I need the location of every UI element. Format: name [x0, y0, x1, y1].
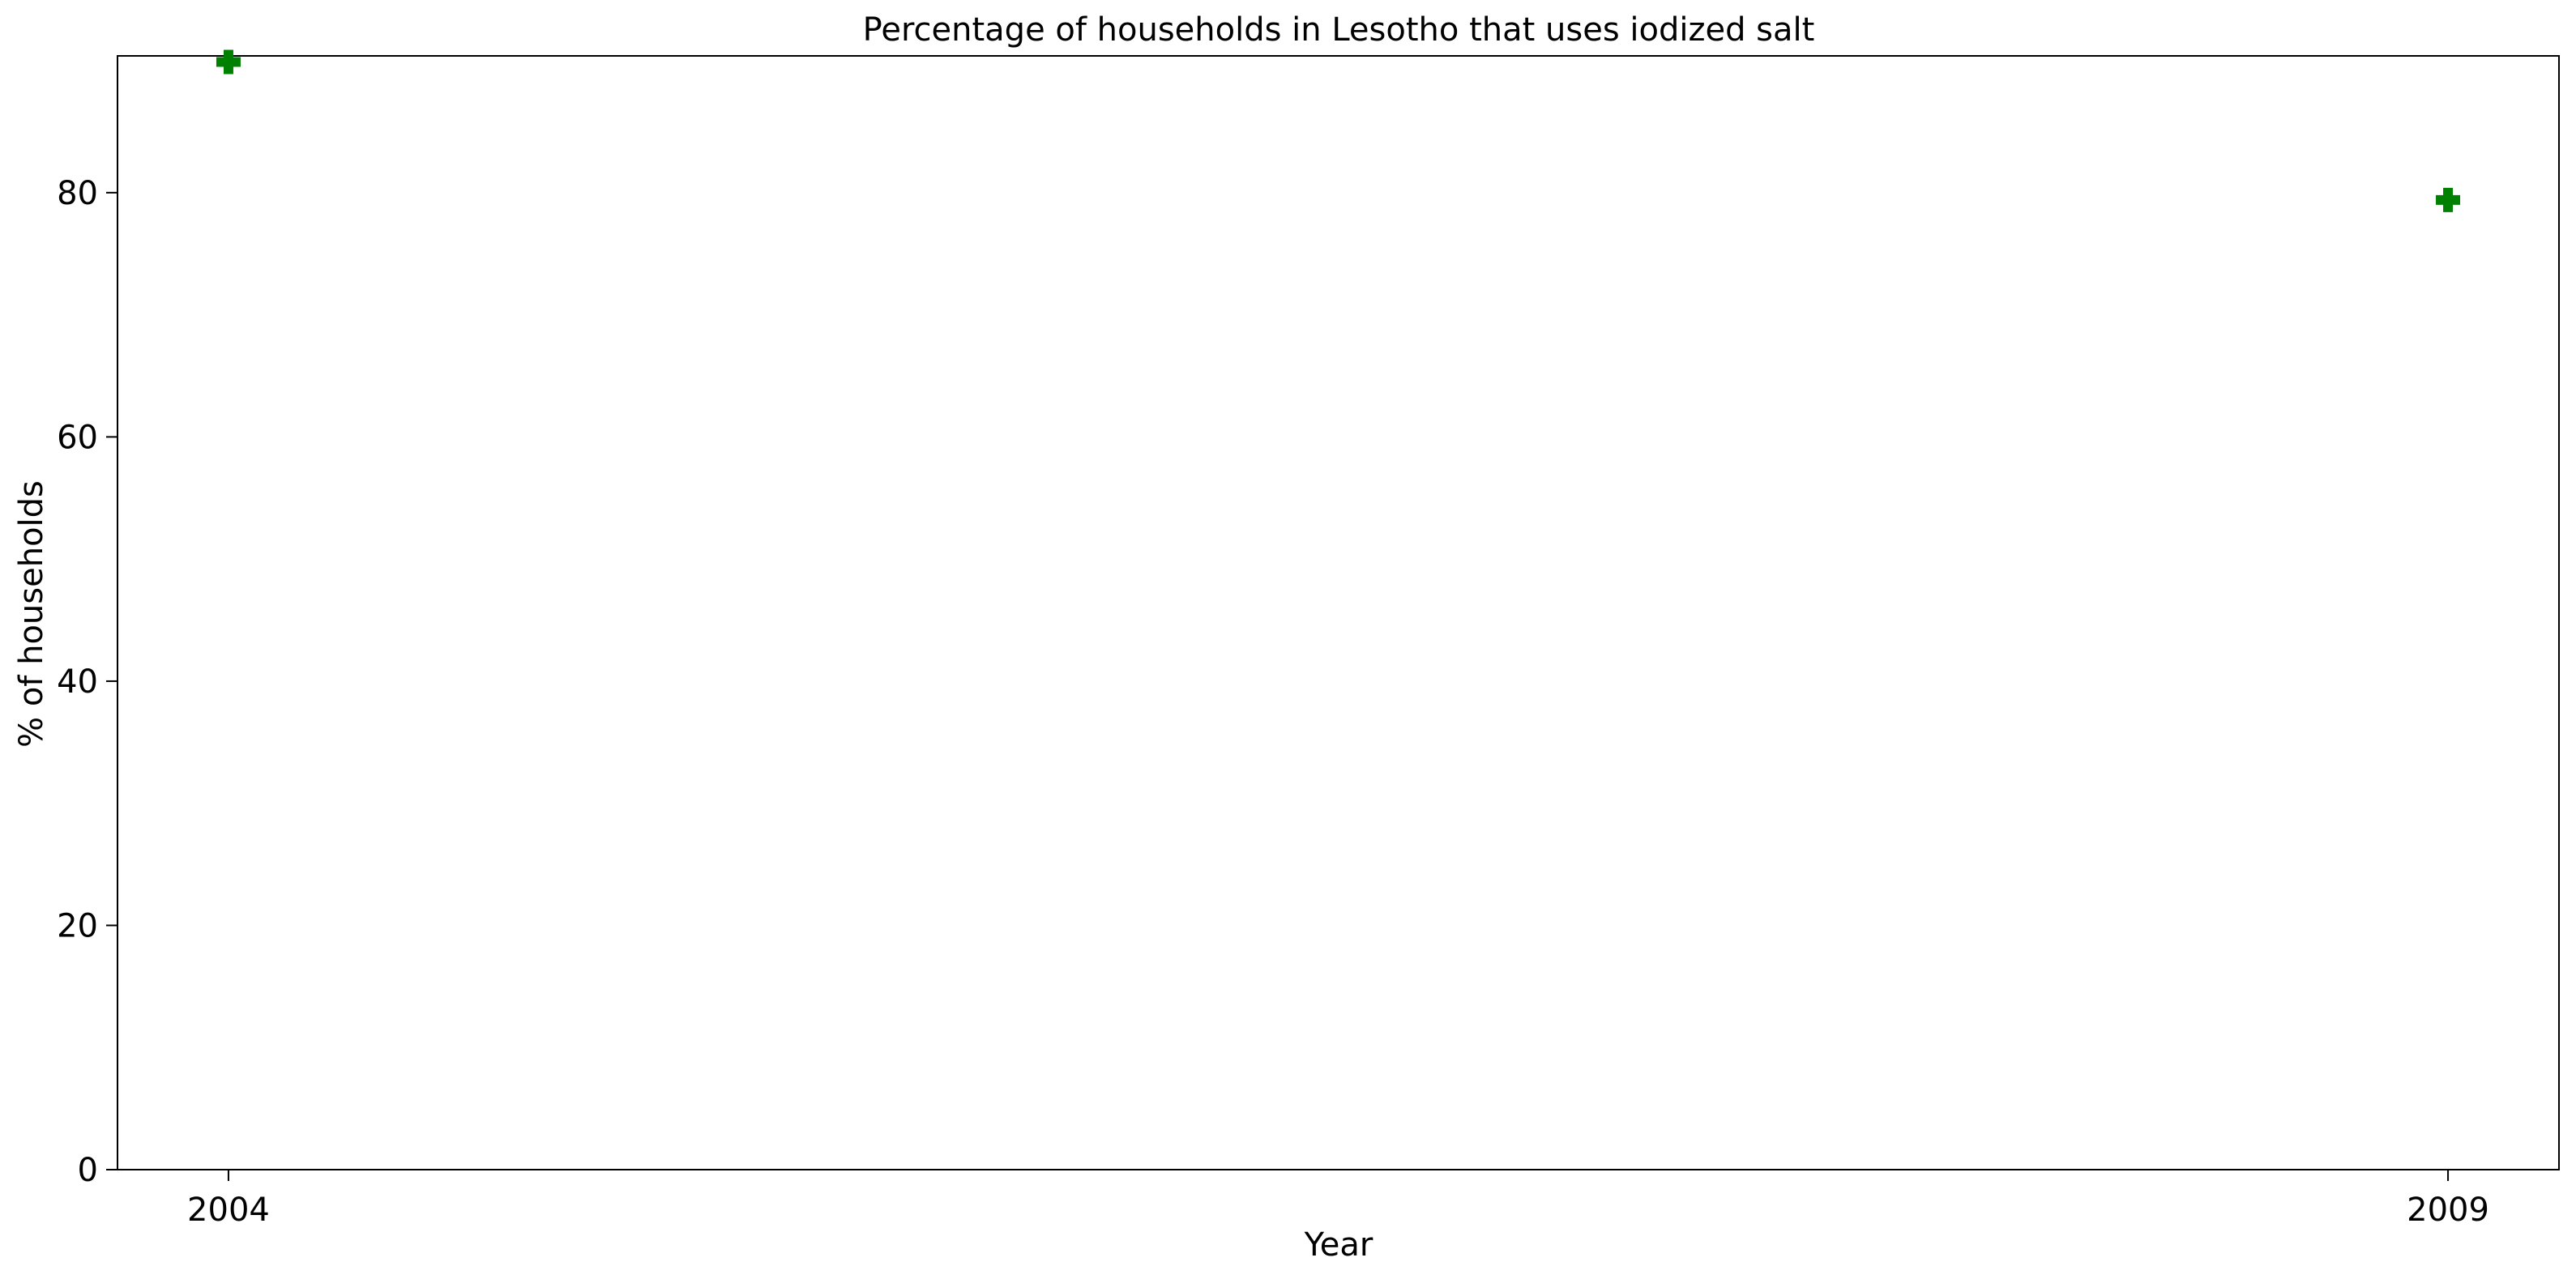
- y-axis-label: % of households: [13, 480, 50, 748]
- y-tick-label: 80: [57, 175, 98, 212]
- plot-area-frame: [117, 55, 2560, 1170]
- x-axis-label: Year: [1304, 1226, 1373, 1264]
- chart-title: Percentage of households in Lesotho that…: [863, 11, 1815, 49]
- y-tick-label: 60: [57, 419, 98, 456]
- data-point-marker: [2436, 187, 2461, 212]
- y-tick-label: 40: [57, 663, 98, 701]
- y-axis-ticks: 0 20 40 60 80: [57, 175, 117, 1189]
- y-tick-label: 20: [57, 907, 98, 944]
- data-points: [216, 49, 2461, 212]
- x-tick-label: 2004: [187, 1192, 270, 1229]
- x-tick-label: 2009: [2407, 1192, 2489, 1229]
- data-point-marker: [216, 49, 241, 75]
- x-axis-ticks: 2004 2009: [187, 1170, 2489, 1229]
- y-tick-label: 0: [78, 1152, 98, 1189]
